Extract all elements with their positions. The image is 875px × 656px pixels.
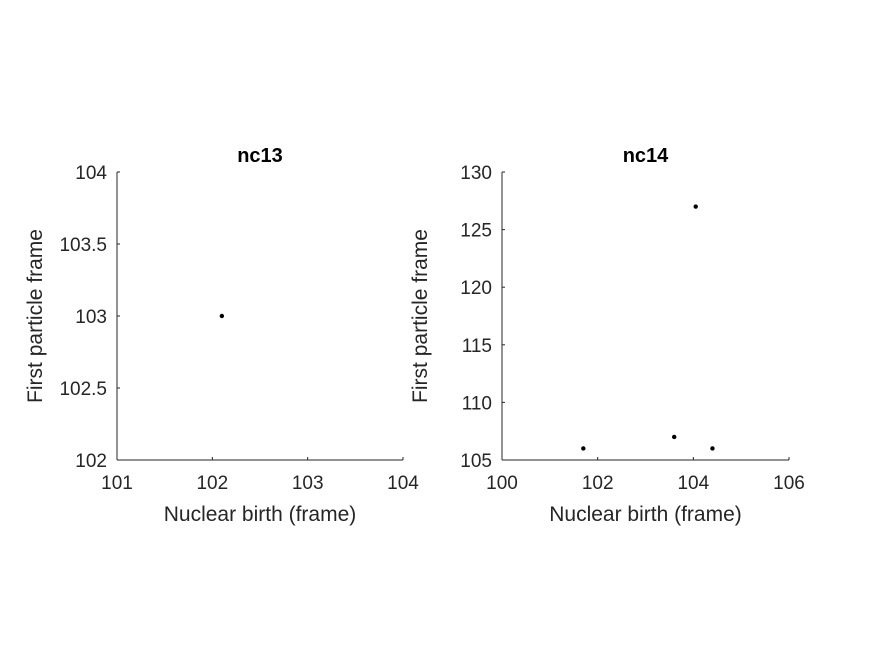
x-tick-label: 103 <box>292 473 324 494</box>
x-tick-label: 102 <box>196 473 228 494</box>
y-tick-label: 125 <box>460 221 492 242</box>
x-tick-label: 106 <box>773 473 805 494</box>
plot-nc13: 101 102 103 104102102.5103103.5104nc13Nucle… <box>24 145 419 526</box>
scatter-point <box>219 313 225 319</box>
y-tick-label: 102.5 <box>59 379 107 400</box>
y-tick-label: 105 <box>460 451 492 472</box>
y-tick-label: 120 <box>460 278 492 299</box>
x-tick-label: 104 <box>387 473 419 494</box>
y-tick-label: 130 <box>460 163 492 184</box>
x-tick-label: 100 <box>486 473 518 494</box>
plot-nc14: 100 102 104 106 105 110 115 120 125 130 nc14 Nuclea… <box>409 145 805 526</box>
scatter-point <box>672 434 677 440</box>
chart-title: nc14 <box>623 145 669 167</box>
chart-title: nc13 <box>237 145 283 167</box>
x-tick-label: 102 <box>582 473 614 494</box>
y-tick-label: 115 <box>462 336 492 357</box>
scatter-point <box>710 446 715 451</box>
x-axis-label: Nuclear birth (frame) <box>549 503 742 526</box>
y-tick-label: 110 <box>462 393 492 414</box>
y-tick-label: 104 <box>75 163 107 184</box>
scatter-point <box>693 204 698 209</box>
x-tick-label: 101 <box>101 473 133 494</box>
y-tick-label: 103.5 <box>59 235 107 256</box>
y-tick-label: 103 <box>75 307 107 328</box>
y-axis-label: First particle frame <box>409 229 432 403</box>
scatter-point <box>581 446 586 451</box>
y-axis-label: First particle frame <box>24 229 47 403</box>
y-tick-label: 102 <box>75 451 107 472</box>
x-axis-label: Nuclear birth (frame) <box>164 503 357 526</box>
x-tick-label: 104 <box>677 473 709 494</box>
